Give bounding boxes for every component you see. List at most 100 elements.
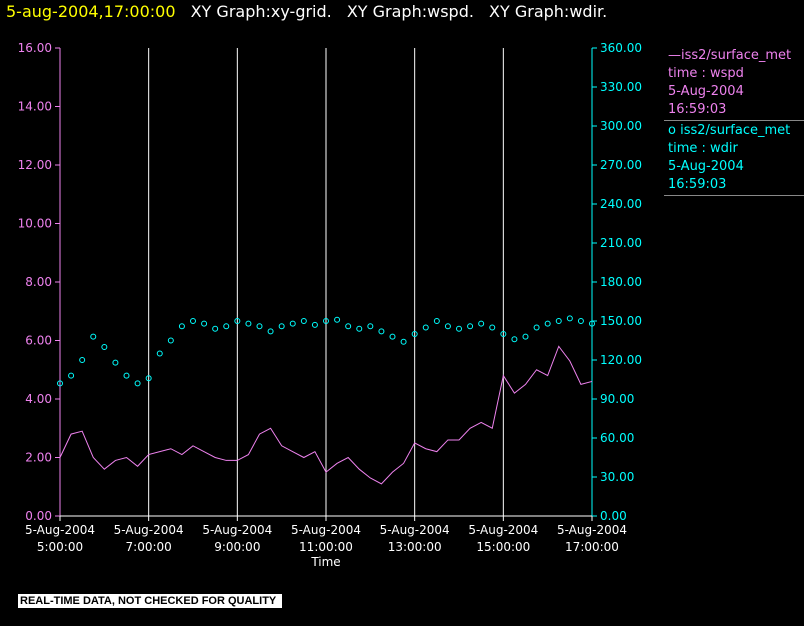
data-point-wdir <box>345 323 352 330</box>
right-tick-label: 120.00 <box>600 353 642 367</box>
data-point-wdir <box>234 318 241 324</box>
data-point-wdir <box>544 320 551 327</box>
data-point-wdir <box>522 333 529 340</box>
right-tick-label: 60.00 <box>600 431 634 445</box>
data-point-wdir <box>334 316 341 323</box>
x-tick-date-label: 5-Aug-2004 <box>557 523 627 537</box>
x-tick-time-label: 17:00:00 <box>565 540 619 554</box>
right-tick-label: 300.00 <box>600 119 642 133</box>
data-point-wdir <box>533 324 540 331</box>
timestamp: 5-aug-2004,17:00:00 <box>6 2 176 21</box>
right-tick-label: 150.00 <box>600 314 642 328</box>
right-tick-label: 330.00 <box>600 80 642 94</box>
left-tick-label: 6.00 <box>25 334 52 348</box>
legend-entry-wdir: o iss2/surface_met time : wdir 5-Aug-200… <box>664 121 804 196</box>
data-point-wdir <box>300 318 307 324</box>
data-point-wdir <box>389 333 396 340</box>
right-tick-label: 180.00 <box>600 275 642 289</box>
left-tick-label: 14.00 <box>18 100 52 114</box>
right-tick-label: 30.00 <box>600 470 634 484</box>
x-tick-time-label: 11:00:00 <box>299 540 353 554</box>
data-point-wdir <box>378 328 385 335</box>
data-point-wdir <box>212 325 219 332</box>
data-point-wdir <box>112 359 119 366</box>
x-tick-time-label: 7:00:00 <box>126 540 172 554</box>
data-point-wdir <box>589 320 595 327</box>
data-point-wdir <box>68 372 75 379</box>
left-tick-label: 16.00 <box>18 41 52 55</box>
x-tick-date-label: 5-Aug-2004 <box>25 523 95 537</box>
data-point-wdir <box>79 357 86 363</box>
x-tick-date-label: 5-Aug-2004 <box>380 523 450 537</box>
data-point-wdir <box>57 380 63 387</box>
data-point-wdir <box>101 344 108 350</box>
x-tick-date-label: 5-Aug-2004 <box>291 523 361 537</box>
legend-source: iss2/surface_met <box>681 48 792 63</box>
x-tick-time-label: 13:00:00 <box>388 540 442 554</box>
left-tick-label: 8.00 <box>25 275 52 289</box>
data-point-wdir <box>500 331 507 337</box>
legend-variable: time : wspd <box>668 66 744 81</box>
data-point-wdir <box>411 331 418 337</box>
data-point-wdir <box>267 328 274 335</box>
data-point-wdir <box>323 318 329 324</box>
data-point-wdir <box>190 318 196 324</box>
x-axis-label: Time <box>310 555 340 569</box>
data-point-wdir <box>555 318 562 324</box>
left-tick-label: 0.00 <box>25 509 52 523</box>
data-point-wdir <box>90 333 97 340</box>
data-point-wdir <box>478 320 485 327</box>
data-point-wdir <box>400 338 407 345</box>
legend-line-marker: — <box>668 48 681 63</box>
x-tick-time-label: 15:00:00 <box>476 540 530 554</box>
data-point-wdir <box>444 323 451 330</box>
legend-entry-wspd: —iss2/surface_met time : wspd 5-Aug-2004… <box>664 46 804 121</box>
graph-title-2: XY Graph:wspd. <box>346 2 474 21</box>
right-tick-label: 90.00 <box>600 392 634 406</box>
left-tick-label: 10.00 <box>18 217 52 231</box>
legend-variable: time : wdir <box>668 141 738 156</box>
data-point-wdir <box>511 336 518 343</box>
data-point-wdir <box>311 321 318 328</box>
data-point-wdir <box>167 337 174 344</box>
data-point-wdir <box>566 315 573 322</box>
data-point-wdir <box>178 323 185 330</box>
right-tick-label: 360.00 <box>600 41 642 55</box>
x-tick-date-label: 5-Aug-2004 <box>468 523 538 537</box>
header: 5-aug-2004,17:00:00 XY Graph:xy-grid. XY… <box>6 0 607 26</box>
data-point-wdir <box>223 323 230 330</box>
legend-time: 16:59:03 <box>668 177 727 192</box>
data-point-wdir <box>278 323 285 330</box>
data-point-wdir <box>123 372 130 379</box>
data-point-wdir <box>145 375 152 382</box>
data-point-wdir <box>467 323 474 330</box>
right-tick-label: 0.00 <box>600 509 627 523</box>
legend-circle-marker: o <box>668 123 676 138</box>
legend-time: 16:59:03 <box>668 102 727 117</box>
graph-title-1: XY Graph:xy-grid. <box>190 2 332 21</box>
right-tick-label: 270.00 <box>600 158 642 172</box>
data-point-wdir <box>134 380 141 387</box>
data-point-wdir <box>577 318 584 324</box>
data-point-wdir <box>201 320 208 327</box>
data-point-wdir <box>356 325 363 332</box>
x-tick-time-label: 5:00:00 <box>37 540 83 554</box>
x-tick-date-label: 5-Aug-2004 <box>114 523 184 537</box>
data-point-wdir <box>456 325 462 332</box>
graph-title-3: XY Graph:wdir. <box>489 2 608 21</box>
quality-disclaimer: REAL-TIME DATA, NOT CHECKED FOR QUALITY <box>18 594 283 608</box>
data-point-wdir <box>367 323 374 330</box>
data-point-wdir <box>433 318 440 324</box>
left-tick-label: 12.00 <box>18 158 52 172</box>
right-tick-label: 210.00 <box>600 236 642 250</box>
legend: —iss2/surface_met time : wspd 5-Aug-2004… <box>664 46 804 196</box>
legend-source: iss2/surface_met <box>680 123 791 138</box>
left-tick-label: 2.00 <box>25 451 52 465</box>
x-tick-time-label: 9:00:00 <box>214 540 260 554</box>
left-tick-label: 4.00 <box>25 392 52 406</box>
x-tick-date-label: 5-Aug-2004 <box>202 523 272 537</box>
data-point-wdir <box>245 320 252 327</box>
data-point-wdir <box>289 320 296 327</box>
legend-date: 5-Aug-2004 <box>668 159 744 174</box>
